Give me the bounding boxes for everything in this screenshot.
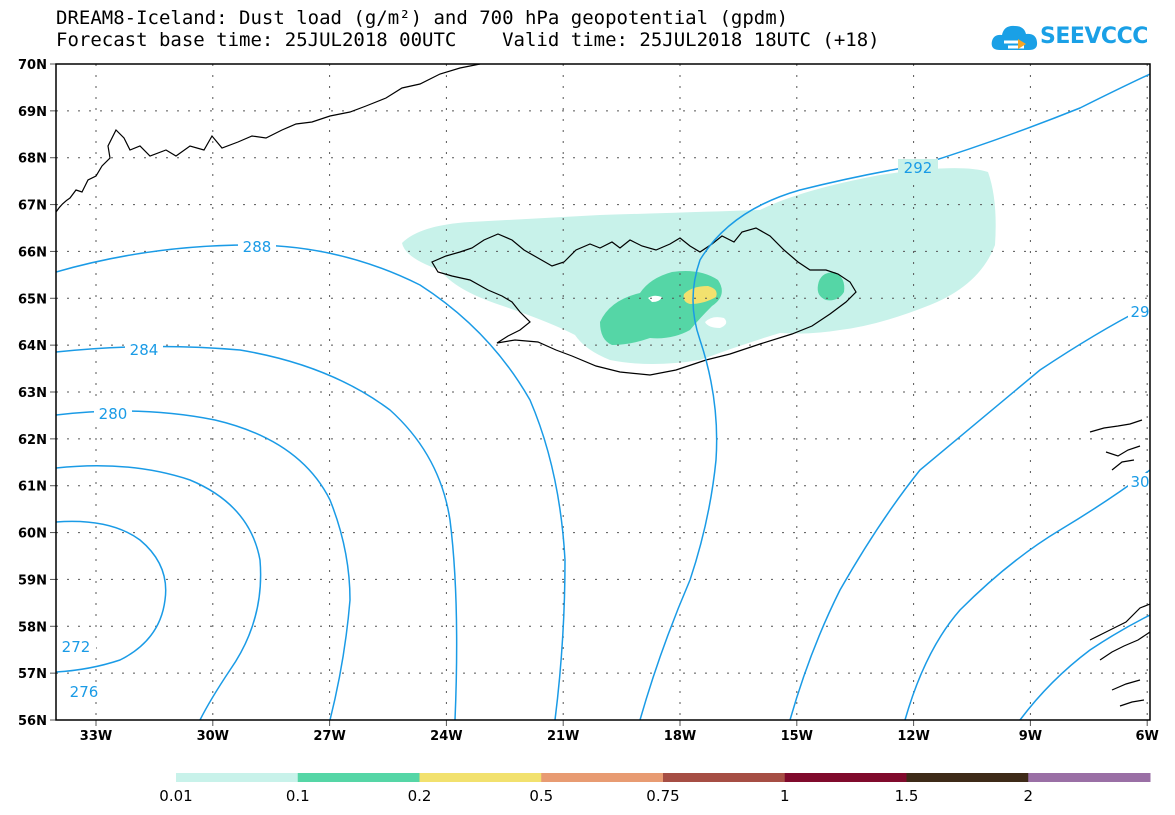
lon-label: 15W — [781, 729, 813, 744]
contour-284 — [56, 345, 458, 720]
colorbar-tick: 0.75 — [646, 787, 679, 805]
lat-label: 58N — [18, 620, 47, 635]
lat-label: 69N — [18, 105, 47, 120]
lat-label: 57N — [18, 667, 47, 682]
map-frame-background — [56, 64, 1150, 720]
colorbar-segment — [419, 773, 542, 782]
lon-label: 21W — [547, 729, 579, 744]
lon-label: 6W — [1136, 729, 1159, 744]
colorbar-tick: 0.1 — [286, 787, 310, 805]
faroe-norway-coastline — [1089, 419, 1150, 707]
colorbar-segment — [297, 773, 420, 782]
lat-label: 65N — [18, 292, 47, 307]
lat-label: 56N — [18, 714, 47, 729]
colorbar-segment — [176, 773, 299, 782]
colorbar-tick: 0.01 — [159, 787, 192, 805]
contour-labels: 288 292 284 280 272 276 29 30 — [56, 159, 1150, 701]
iceland-coastline — [431, 227, 857, 376]
seevccc-logo: SEEVCCC — [990, 20, 1150, 56]
lat-label: 62N — [18, 433, 47, 448]
longitude-axis: 33W 30W 27W 24W 21W 18W 15W 12W 9W 6W — [80, 729, 1159, 744]
contour-label-292: 292 — [904, 159, 933, 177]
geopotential-contours — [56, 73, 1150, 720]
colorbar-segment — [906, 773, 1029, 782]
lat-label: 70N — [18, 58, 47, 73]
contour-304 — [1019, 614, 1150, 720]
dust-area-0.01 — [402, 168, 996, 364]
lon-label: 9W — [1019, 729, 1042, 744]
coastline-layer — [56, 64, 1150, 707]
lon-label: 18W — [664, 729, 696, 744]
colorbar-segment — [784, 773, 907, 782]
dust-load-colorbar — [176, 773, 1151, 782]
colorbar-tick: 0.2 — [408, 787, 432, 805]
map-title: DREAM8-Iceland: Dust load (g/m²) and 700… — [56, 7, 789, 29]
contour-label-280: 280 — [99, 405, 128, 423]
contour-280 — [56, 410, 351, 720]
dust-area-0.2 — [683, 286, 717, 304]
contour-label-284: 284 — [130, 341, 159, 359]
contour-label-30: 30 — [1130, 473, 1149, 491]
colorbar-tick: 1 — [780, 787, 790, 805]
lat-label: 67N — [18, 199, 47, 214]
lon-label: 27W — [313, 729, 345, 744]
contour-296 — [789, 304, 1150, 720]
lat-label: 60N — [18, 527, 47, 542]
colorbar-tick: 2 — [1023, 787, 1033, 805]
map-subtitle: Forecast base time: 25JUL2018 00UTC Vali… — [56, 29, 880, 51]
colorbar-tick: 0.5 — [529, 787, 553, 805]
contour-276-inner — [56, 465, 262, 720]
contour-288 — [56, 244, 566, 720]
lon-label: 12W — [897, 729, 929, 744]
map-border — [55, 63, 1151, 721]
contour-label-29: 29 — [1130, 303, 1149, 321]
lon-label: 30W — [197, 729, 229, 744]
contour-label-272: 272 — [62, 638, 91, 656]
contour-label-288: 288 — [243, 238, 272, 256]
lat-label: 59N — [18, 573, 47, 588]
lat-label: 63N — [18, 386, 47, 401]
greenland-coastline — [56, 64, 481, 213]
colorbar-segment — [1028, 773, 1151, 782]
lat-label: 61N — [18, 480, 47, 495]
lat-label: 66N — [18, 245, 47, 260]
logo-text: SEEVCCC — [1040, 24, 1148, 49]
colorbar-segment — [663, 773, 786, 782]
contour-292 — [639, 73, 1150, 720]
colorbar-segment — [541, 773, 664, 782]
latitude-axis: 70N 69N 68N 67N 66N 65N 64N 63N 62N 61N 60N 59N 58N 5… — [18, 58, 47, 729]
lon-label: 24W — [430, 729, 462, 744]
colorbar-tick: 1.5 — [895, 787, 919, 805]
contour-label-276: 276 — [70, 683, 99, 701]
colorbar-tick-labels: 0.01 0.1 0.2 0.5 0.75 1 1.5 2 — [159, 787, 1033, 805]
lon-label: 33W — [80, 729, 112, 744]
dust-area-0.1-east — [817, 272, 845, 301]
cloud-icon — [991, 25, 1038, 50]
lat-label: 64N — [18, 339, 47, 354]
contour-300 — [904, 469, 1150, 720]
contour-272 — [56, 520, 167, 673]
lat-label: 68N — [18, 152, 47, 167]
